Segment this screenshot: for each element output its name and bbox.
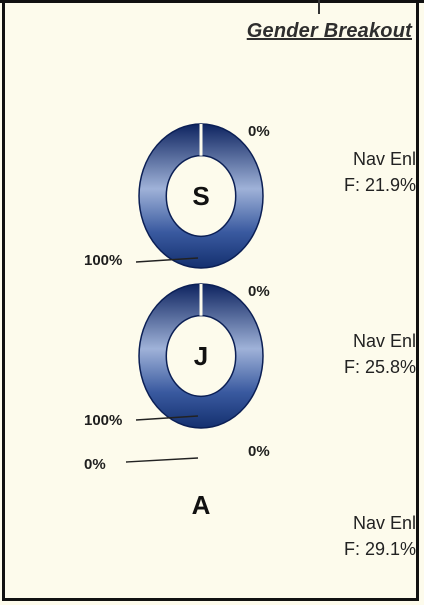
top-border [0, 0, 424, 3]
slice-label-1-s: 100% [84, 252, 122, 269]
slice-label-0-j: 0% [248, 283, 270, 300]
side-note-s: Nav Enl F: 21.9% [306, 146, 416, 198]
leader-line-s [135, 257, 199, 263]
slice-label-1-a: 0% [84, 456, 106, 473]
side-note-j-line1: Nav Enl [352, 331, 416, 351]
donut-center-label-a: A [192, 490, 211, 520]
panel-title: Gender Breakout [246, 20, 412, 42]
donut-ring-j [138, 283, 264, 429]
side-note-a-line2: F: 29.1% [343, 539, 416, 559]
side-note-j-line2: F: 25.8% [343, 357, 416, 377]
side-note-a-line1: Nav Enl [352, 513, 416, 533]
slice-label-0-s: 0% [248, 123, 270, 140]
side-note-s-line1: Nav Enl [352, 149, 416, 169]
panel-frame [2, 0, 419, 601]
side-note-j: Nav Enl F: 25.8% [306, 328, 416, 380]
leader-line-j [135, 415, 199, 421]
donut-ring-s [138, 123, 264, 269]
column-divider [318, 0, 320, 14]
slice-label-0-a: 0% [248, 443, 270, 460]
side-note-a: Nav Enl F: 29.1% [306, 510, 416, 562]
side-note-s-line2: F: 21.9% [343, 175, 416, 195]
slice-label-1-j: 100% [84, 412, 122, 429]
leader-line-a [125, 457, 199, 463]
donut-center-label-s: S [192, 181, 209, 211]
donut-center-label-j: J [194, 341, 208, 371]
